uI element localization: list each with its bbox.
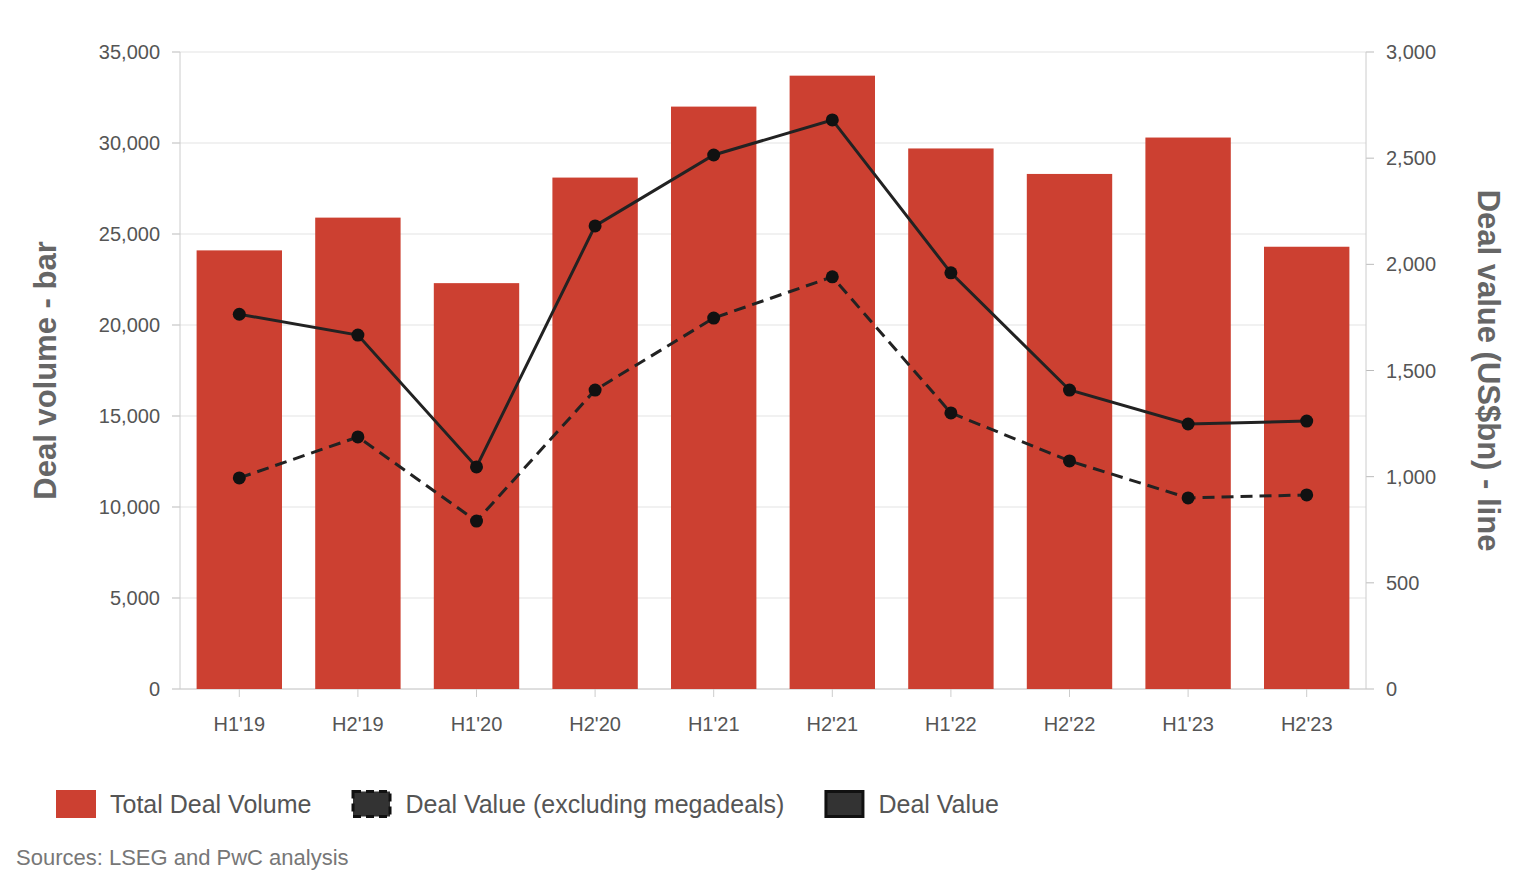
grid bbox=[172, 52, 1374, 689]
source: Sources: LSEG and PwC analysis bbox=[16, 845, 349, 870]
x-tick bbox=[832, 689, 833, 697]
y-axis-title: Deal volume - bar bbox=[28, 241, 63, 499]
x-tick-label: H2'19 bbox=[332, 713, 384, 735]
y-tick bbox=[172, 234, 180, 235]
y-tick bbox=[172, 689, 180, 690]
y-tick bbox=[172, 143, 180, 144]
marker bbox=[233, 308, 246, 321]
x-tick-label: H2'23 bbox=[1281, 713, 1333, 735]
bar bbox=[790, 76, 875, 689]
marker bbox=[707, 312, 720, 325]
bar bbox=[671, 107, 756, 689]
marker bbox=[944, 266, 957, 279]
y2-tick bbox=[1366, 582, 1374, 583]
y-tick bbox=[172, 325, 180, 326]
y2-tick-label: 2,000 bbox=[1386, 253, 1436, 275]
x-tick bbox=[1306, 689, 1307, 697]
line bbox=[239, 120, 1306, 467]
y-tick bbox=[172, 52, 180, 53]
y2-axis bbox=[1366, 52, 1367, 689]
marker bbox=[1300, 488, 1313, 501]
y-tick-label: 0 bbox=[149, 678, 160, 700]
y-axis bbox=[180, 52, 181, 689]
y-tick bbox=[172, 416, 180, 417]
x-tick bbox=[950, 689, 951, 697]
y-tick-label: 30,000 bbox=[99, 132, 160, 154]
x-tick bbox=[713, 689, 714, 697]
y2-tick bbox=[1366, 370, 1374, 371]
bar bbox=[908, 148, 993, 689]
y2-tick bbox=[1366, 689, 1374, 690]
marker bbox=[1063, 384, 1076, 397]
y2-tick-label: 0 bbox=[1386, 678, 1397, 700]
y-tick-label: 15,000 bbox=[99, 405, 160, 427]
x-tick-label: H1'21 bbox=[688, 713, 740, 735]
y-tick-label: 25,000 bbox=[99, 223, 160, 245]
legend: Total Deal Volume Deal Value (excluding m… bbox=[56, 790, 999, 818]
marker bbox=[470, 515, 483, 528]
marker bbox=[589, 384, 602, 397]
marker bbox=[351, 430, 364, 443]
x-tick bbox=[595, 689, 596, 697]
y2-tick bbox=[1366, 158, 1374, 159]
y2-tick-label: 1,000 bbox=[1386, 466, 1436, 488]
y2-tick-label: 500 bbox=[1386, 572, 1419, 594]
marks bbox=[197, 76, 1350, 689]
x-tick-label: H1'20 bbox=[451, 713, 503, 735]
bar bbox=[315, 218, 400, 689]
marker bbox=[707, 148, 720, 161]
legend-swatch bbox=[353, 792, 390, 817]
grid-line bbox=[180, 52, 1366, 53]
marker bbox=[826, 270, 839, 283]
x-tick-label: H2'20 bbox=[569, 713, 621, 735]
marker bbox=[944, 406, 957, 419]
bar bbox=[552, 178, 637, 689]
x-tick-label: H2'21 bbox=[806, 713, 858, 735]
x-tick bbox=[476, 689, 477, 697]
marker bbox=[470, 460, 483, 473]
y2-tick-label: 3,000 bbox=[1386, 41, 1436, 63]
chart: 0 5,000 10,000 15,000 20,000 25,000 30,000 35,0… bbox=[0, 0, 1536, 896]
x-tick-label: H1'23 bbox=[1162, 713, 1214, 735]
y2-axis-title: Deal value (US$bn) - line bbox=[1471, 190, 1506, 552]
y2-tick-label: 2,500 bbox=[1386, 147, 1436, 169]
y-tick-label: 20,000 bbox=[99, 314, 160, 336]
bar bbox=[1145, 138, 1230, 689]
legend-label: Total Deal Volume bbox=[110, 790, 312, 818]
y-tick bbox=[172, 507, 180, 508]
y2-tick-label: 1,500 bbox=[1386, 360, 1436, 382]
y2-tick bbox=[1366, 476, 1374, 477]
marker bbox=[826, 113, 839, 126]
marker bbox=[233, 471, 246, 484]
y-tick-label: 35,000 bbox=[99, 41, 160, 63]
y-tick bbox=[172, 598, 180, 599]
y2-tick bbox=[1366, 52, 1374, 53]
y-tick-label: 10,000 bbox=[99, 496, 160, 518]
legend-label: Deal Value bbox=[878, 790, 998, 818]
bar bbox=[1027, 174, 1112, 689]
bar bbox=[1264, 247, 1349, 689]
y2-tick bbox=[1366, 264, 1374, 265]
y-tick-label: 5,000 bbox=[110, 587, 160, 609]
x-tick-label: H1'22 bbox=[925, 713, 977, 735]
bar bbox=[434, 283, 519, 689]
x-tick bbox=[239, 689, 240, 697]
x-tick bbox=[1188, 689, 1189, 697]
marker bbox=[1300, 415, 1313, 428]
bar bbox=[197, 250, 282, 689]
marker bbox=[1182, 491, 1195, 504]
x-tick bbox=[1069, 689, 1070, 697]
marker bbox=[589, 219, 602, 232]
line bbox=[239, 277, 1306, 521]
x-tick-label: H1'19 bbox=[213, 713, 265, 735]
marker bbox=[351, 329, 364, 342]
legend-swatch bbox=[826, 792, 863, 817]
marker bbox=[1182, 418, 1195, 431]
x-tick bbox=[357, 689, 358, 697]
x-tick-label: H2'22 bbox=[1044, 713, 1096, 735]
legend-label: Deal Value (excluding megadeals) bbox=[406, 790, 785, 818]
legend-swatch bbox=[56, 790, 96, 818]
marker bbox=[1063, 454, 1076, 467]
